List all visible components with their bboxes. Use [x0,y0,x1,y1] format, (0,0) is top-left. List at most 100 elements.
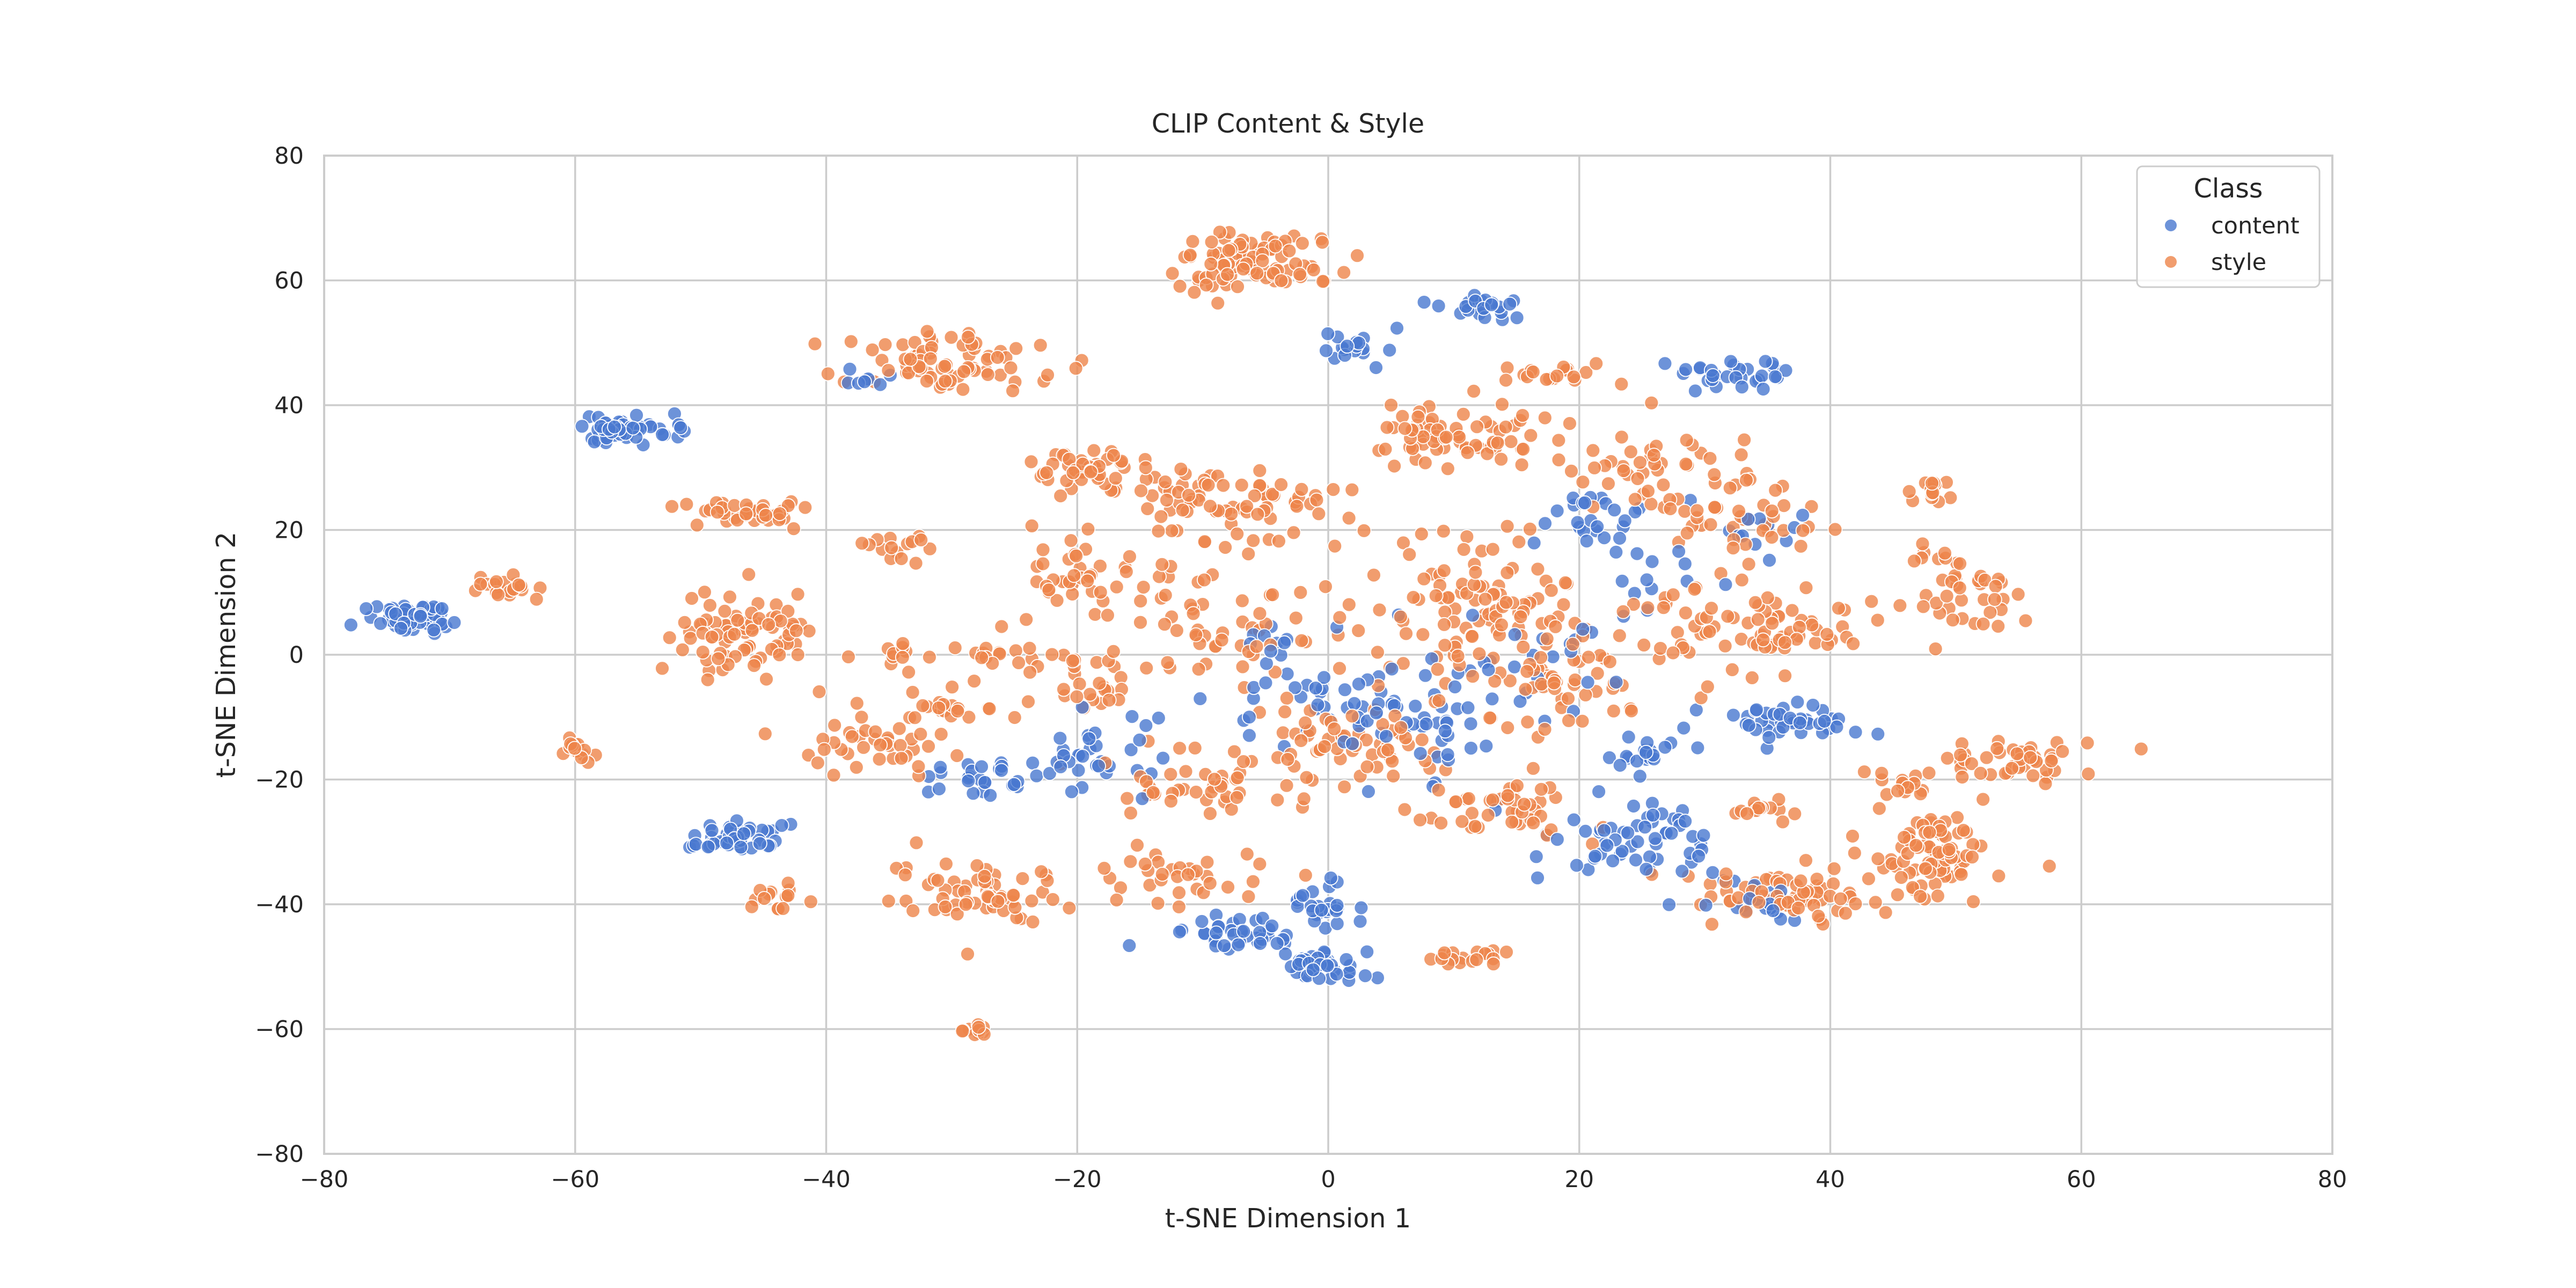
point-style [1455,407,1471,422]
point-style [1341,510,1357,526]
point-style [741,567,757,582]
point-style [1623,703,1639,719]
point-style [1378,442,1393,457]
point-style [990,894,1006,909]
point-style [1499,360,1515,376]
point-content [1570,515,1585,530]
point-content [1723,354,1738,369]
point-style [1707,467,1722,482]
point-content [1329,916,1345,931]
point-style [1239,846,1255,862]
point-content [1674,863,1690,879]
point-style [1826,861,1842,876]
point-style [1845,829,1860,844]
point-style [1286,525,1301,540]
point-content [1151,711,1166,726]
point-style [1080,573,1095,589]
point-content [1029,768,1044,784]
point-style [1777,668,1793,684]
point-style [1039,465,1055,480]
point-style [1509,778,1525,793]
x-tick-label: −60 [551,1166,599,1193]
point-style [1234,593,1250,609]
point-style [1468,565,1483,580]
point-style [786,521,801,536]
point-style [1201,478,1216,493]
point-style [1587,460,1602,475]
point-style [1704,917,1719,932]
point-style [1172,741,1188,756]
point-style [1600,476,1616,492]
point-style [955,1023,970,1039]
point-style [702,598,718,613]
point-style [1502,673,1518,689]
point-style [960,946,975,962]
point-style [1987,592,2002,607]
point-style [1516,639,1531,655]
point-style [1793,538,1809,554]
point-style [1640,484,1656,499]
point-style [1268,238,1283,254]
data-points [343,224,2149,1042]
point-style [1436,563,1452,579]
point-content [1829,719,1845,735]
point-style [1744,670,1760,685]
point-style [704,630,720,645]
point-content [1765,903,1781,918]
point-style [1568,672,1583,687]
point-style [1437,945,1452,961]
point-style [1154,557,1170,572]
x-tick-labels: −80 −60 −40 −20 0 20 40 60 80 [300,1166,2347,1193]
point-style [1477,591,1493,607]
point-style [1045,892,1060,907]
point-style [1700,679,1715,694]
point-style [1431,782,1446,798]
point-style [780,888,796,903]
point-style [1498,372,1513,388]
point-style [1679,433,1694,448]
point-content [977,775,993,790]
point-style [1235,659,1250,675]
point-content [1705,368,1721,383]
point-style [1890,887,1905,903]
point-style [1973,766,1988,781]
point-style [1130,838,1145,853]
point-style [711,651,726,667]
point-style [2038,776,2053,792]
point-style [1807,635,1823,650]
point-style [677,615,692,630]
point-style [1798,580,1814,595]
point-content [1342,964,1357,980]
point-style [961,330,976,345]
point-style [747,658,762,673]
point-style [895,649,910,665]
point-style [1494,617,1509,633]
point-style [529,591,544,607]
point-style [1191,662,1206,677]
point-content [1287,680,1303,696]
point-content [1740,511,1756,527]
point-style [969,858,985,873]
point-style [2025,768,2041,784]
point-style [967,674,982,689]
point-style [1677,503,1693,519]
point-content [1310,697,1326,713]
point-content [1075,749,1091,764]
point-style [1158,588,1173,603]
point-style [947,640,963,655]
point-style [1465,629,1480,644]
point-style [820,366,836,382]
legend-title: Class [2194,173,2263,204]
point-content [1295,888,1311,903]
point-style [1133,614,1148,630]
x-tick-label: 0 [1321,1166,1335,1193]
point-style [1460,445,1475,460]
point-style [1522,522,1538,537]
point-style [955,382,971,397]
point-style [1791,619,1807,635]
point-style [1469,952,1484,968]
point-content [1597,823,1612,838]
point-content [1579,533,1594,548]
point-style [1831,601,1846,616]
point-content [1431,298,1446,313]
